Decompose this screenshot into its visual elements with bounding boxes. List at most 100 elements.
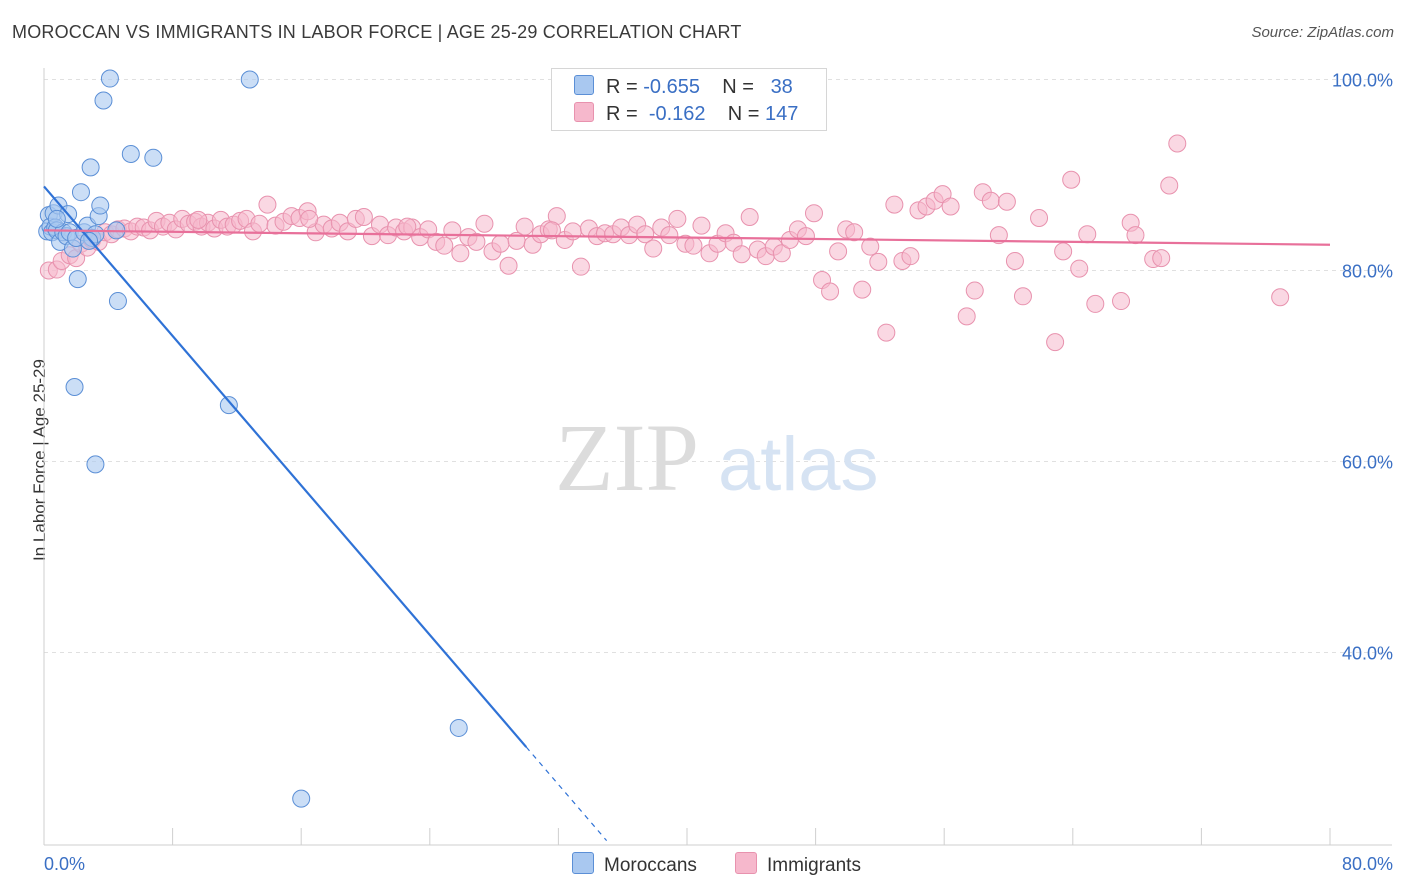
moroccans-points: [38, 69, 468, 808]
y-tick-label: 100.0%: [1332, 71, 1393, 91]
immigrants-point: [853, 280, 872, 299]
moroccans-point: [86, 455, 105, 474]
immigrants-point: [989, 226, 1008, 245]
immigrants-point: [475, 214, 494, 233]
immigrants-n-value: 147: [765, 103, 799, 125]
moroccans-point: [68, 270, 87, 289]
immigrants-point: [821, 282, 840, 301]
immigrants-point: [1078, 225, 1097, 244]
immigrants-point: [861, 237, 880, 256]
immigrants-point: [451, 244, 470, 263]
chart-title: MOROCCAN VS IMMIGRANTS IN LABOR FORCE | …: [12, 22, 742, 42]
x-tick-label-max: 80.0%: [1342, 854, 1393, 874]
moroccans-r-value: -0.655: [643, 76, 700, 98]
moroccans-n-value: 38: [770, 76, 793, 98]
x-tick-label-min: 0.0%: [44, 854, 85, 874]
immigrants-point: [467, 232, 486, 251]
y-tick-label: 40.0%: [1342, 644, 1393, 664]
legend-r-label: R =: [606, 103, 638, 125]
immigrants-point: [1062, 170, 1081, 189]
legend-row-immigrants: R = -0.162 N = 147: [574, 102, 798, 126]
y-tick-label: 60.0%: [1342, 453, 1393, 473]
immigrants-point: [443, 221, 462, 240]
immigrants-point: [845, 223, 864, 242]
moroccans-point: [121, 144, 140, 163]
immigrants-point: [300, 209, 319, 228]
watermark-atlas: atlas: [718, 422, 879, 507]
moroccans-point: [449, 718, 468, 737]
immigrants-point: [877, 323, 896, 342]
correlation-legend: R = -0.655 N = 38 R = -0.162 N = 147: [551, 68, 827, 131]
immigrants-point: [957, 307, 976, 326]
moroccans-point: [81, 158, 100, 177]
immigrants-legend-swatch: [735, 852, 757, 874]
moroccans-point: [108, 292, 127, 311]
immigrants-point: [1152, 249, 1171, 268]
immigrants-point: [1046, 333, 1065, 352]
immigrants-point: [1168, 134, 1187, 153]
x-tick-marks: [43, 828, 1331, 845]
immigrants-point: [885, 195, 904, 214]
immigrants-point: [804, 204, 823, 223]
immigrants-point: [491, 234, 510, 253]
immigrants-point: [258, 195, 277, 214]
immigrants-point: [869, 252, 888, 271]
immigrants-point: [499, 256, 518, 275]
immigrants-point: [668, 209, 687, 228]
moroccans-point: [65, 378, 84, 397]
immigrants-point: [941, 197, 960, 216]
immigrants-point: [398, 217, 417, 236]
axes: [43, 68, 1392, 846]
moroccans-point: [47, 209, 66, 228]
gridlines: [44, 79, 1392, 653]
y-tick-labels: 40.0% 60.0% 80.0% 100.0%: [1332, 71, 1393, 664]
moroccans-point: [91, 196, 110, 215]
immigrants-trend-line: [43, 229, 1331, 246]
moroccans-trend-extension: [525, 746, 608, 842]
source-label: Source: ZipAtlas.com: [1251, 24, 1394, 41]
immigrants-point: [515, 217, 534, 236]
immigrants-point: [189, 210, 208, 229]
bottom-legend-moroccans: Moroccans: [572, 852, 697, 877]
immigrants-point: [981, 191, 1000, 210]
moroccans-legend-label: Moroccans: [604, 855, 697, 876]
bottom-legend-immigrants: Immigrants: [735, 852, 861, 877]
immigrants-point: [1112, 292, 1131, 311]
legend-n-label: N =: [727, 103, 760, 125]
immigrants-point: [901, 247, 920, 266]
immigrants-point: [644, 239, 663, 258]
immigrants-point: [1030, 208, 1049, 227]
moroccans-legend-swatch: [572, 852, 594, 874]
immigrants-point: [684, 236, 703, 255]
immigrants-swatch: [574, 102, 594, 122]
moroccans-point: [219, 396, 238, 415]
trend-lines: [43, 185, 1331, 842]
moroccans-point: [292, 789, 311, 808]
immigrants-point: [1160, 176, 1179, 195]
immigrants-point: [1054, 242, 1073, 261]
immigrants-point: [1005, 251, 1024, 270]
moroccans-trend-line: [43, 185, 528, 748]
moroccans-swatch: [574, 75, 594, 95]
immigrants-r-value: -0.162: [648, 103, 706, 125]
moroccans-point: [94, 91, 113, 110]
immigrants-point: [1086, 294, 1105, 313]
immigrants-point: [636, 225, 655, 244]
immigrants-point: [692, 216, 711, 235]
immigrants-point: [250, 214, 269, 233]
immigrants-point: [829, 242, 848, 261]
moroccans-point: [100, 69, 119, 88]
immigrants-point: [740, 208, 759, 227]
moroccans-point: [144, 148, 163, 167]
moroccans-point: [240, 70, 259, 89]
immigrants-point: [1126, 226, 1145, 245]
immigrants-point: [732, 245, 751, 264]
legend-n-label: N =: [722, 76, 754, 98]
immigrants-point: [1271, 288, 1290, 307]
immigrants-point: [997, 192, 1016, 211]
legend-r-label: R =: [606, 76, 638, 98]
y-tick-label: 80.0%: [1342, 262, 1393, 282]
immigrants-point: [965, 281, 984, 300]
moroccans-point: [71, 183, 90, 202]
immigrants-point: [542, 221, 561, 240]
